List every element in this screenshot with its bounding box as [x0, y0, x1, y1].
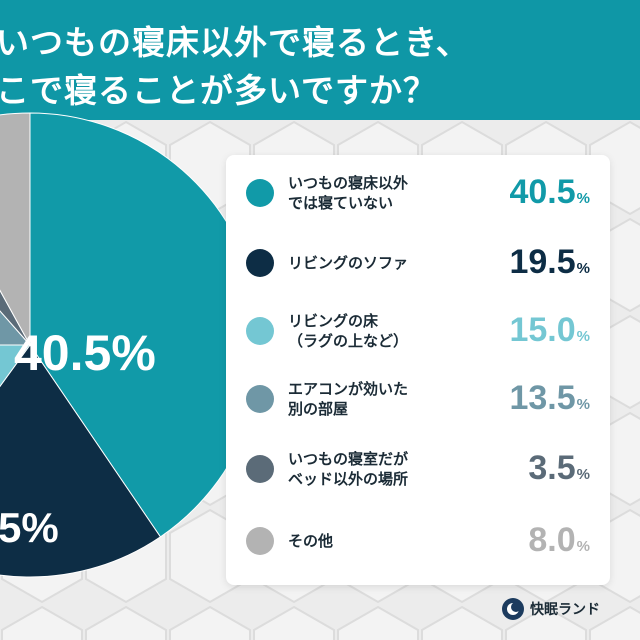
- legend-card: いつもの寝床以外 では寝ていない 40.5% リビングのソファ 19.5% リビングの床…: [226, 155, 610, 585]
- legend-value-number: 13.5: [509, 379, 576, 417]
- legend-value-unit: %: [576, 190, 590, 207]
- legend-value-unit: %: [576, 328, 590, 345]
- legend-color-dot: [246, 317, 274, 345]
- legend-label: リビングの床 （ラグの上など）: [288, 312, 409, 350]
- pie-label-slice-2: 5%: [0, 504, 59, 551]
- legend-value-number: 8.0: [528, 521, 576, 559]
- legend-color-dot: [246, 249, 274, 277]
- legend-label: いつもの寝床以外 では寝ていない: [288, 174, 409, 212]
- legend-value-number: 15.0: [509, 311, 576, 349]
- legend-value: 15.0%: [509, 311, 590, 350]
- legend-value: 3.5%: [528, 449, 590, 488]
- title-line-2: こで寝ることが多いですか？: [0, 71, 438, 110]
- legend-color-dot: [246, 179, 274, 207]
- legend-label: いつもの寝室だが ベッド以外の場所: [288, 450, 409, 488]
- legend-value-unit: %: [576, 260, 590, 277]
- legend-color-dot: [246, 455, 274, 483]
- legend-item: その他 8.0%: [226, 513, 610, 569]
- brand-logo: 快眠ランド: [502, 597, 600, 621]
- pie-slice-3: [0, 344, 31, 388]
- legend-item: エアコンが効いた 別の部屋 13.5%: [226, 371, 610, 427]
- legend-color-dot: [246, 527, 274, 555]
- legend-item: リビングの床 （ラグの上など） 15.0%: [226, 303, 610, 359]
- pie-slice-2: [0, 344, 162, 578]
- legend-item: リビングのソファ 19.5%: [226, 235, 610, 291]
- brand-name: 快眠ランド: [530, 602, 600, 618]
- legend-item: いつもの寝室だが ベッド以外の場所 3.5%: [226, 441, 610, 497]
- moon-logo-icon: [502, 598, 524, 620]
- legend-value-number: 3.5: [528, 449, 576, 487]
- pie-slice-4: [0, 310, 32, 346]
- legend-value: 13.5%: [509, 379, 590, 418]
- legend-value-unit: %: [576, 396, 590, 413]
- header-banner: いつもの寝床以外で寝るとき、 こで寝ることが多いですか？: [0, 0, 640, 120]
- legend-color-dot: [246, 385, 274, 413]
- legend-value-unit: %: [576, 466, 590, 483]
- legend-value-number: 40.5: [509, 173, 576, 211]
- legend-value-number: 19.5: [509, 243, 576, 281]
- legend-label: その他: [288, 532, 334, 550]
- legend-value: 8.0%: [528, 521, 590, 560]
- legend-value-unit: %: [576, 538, 590, 555]
- legend-value: 19.5%: [509, 243, 590, 282]
- legend-label: エアコンが効いた 別の部屋: [288, 380, 409, 418]
- legend-label: リビングのソファ: [288, 254, 409, 272]
- legend-item: いつもの寝床以外 では寝ていない 40.5%: [226, 165, 610, 221]
- pie-label-slice-1: 40.5%: [14, 325, 156, 381]
- title-line-1: いつもの寝床以外で寝るとき、: [0, 23, 470, 62]
- pie-slice-6: [0, 112, 31, 346]
- legend-value: 40.5%: [509, 173, 590, 212]
